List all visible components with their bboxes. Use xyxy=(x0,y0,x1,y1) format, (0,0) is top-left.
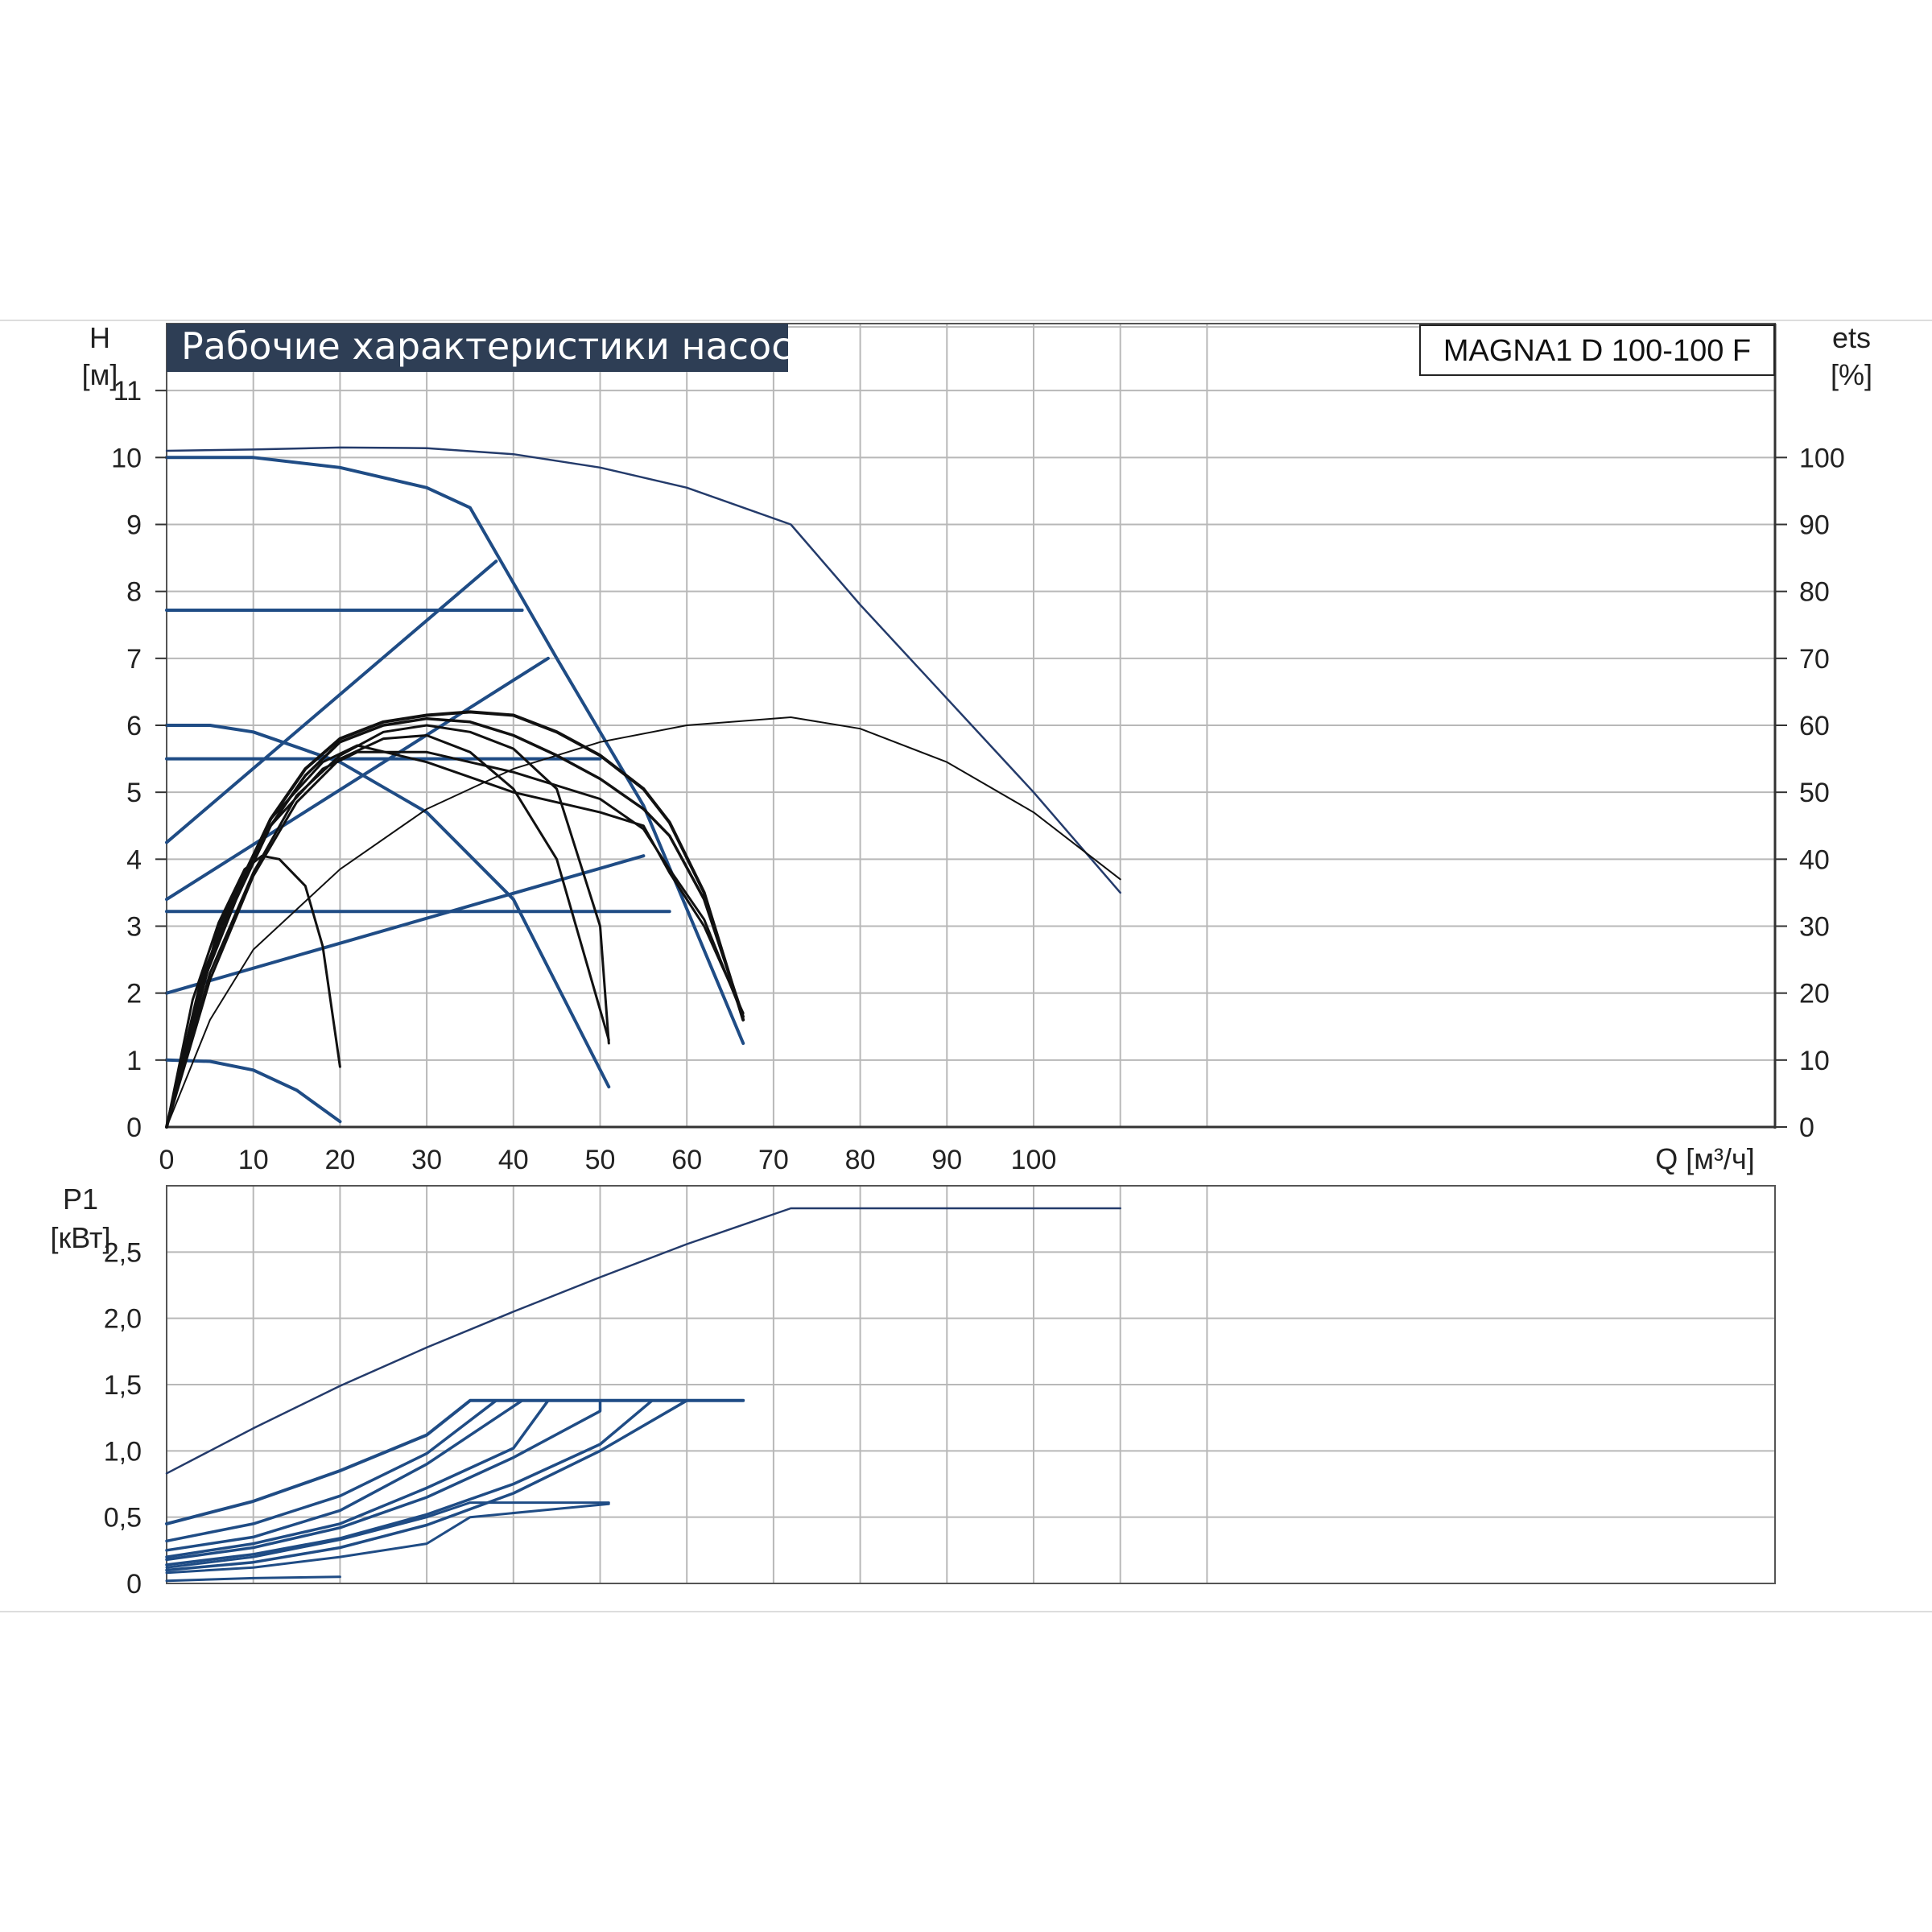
head-curve-7 xyxy=(165,559,498,844)
y2-tick-label: 90 xyxy=(1799,510,1830,541)
x-tick-label: 20 xyxy=(324,1145,355,1175)
y-tick-label: 11 xyxy=(114,376,142,407)
x-tick-label: 40 xyxy=(498,1145,529,1175)
head-curve-9 xyxy=(165,854,646,995)
head-curve-17 xyxy=(165,750,745,1129)
y2-tick-label: 80 xyxy=(1799,577,1830,608)
y-axis-label: H xyxy=(89,321,110,354)
power-plot-frame xyxy=(166,1185,1776,1584)
power-curve-9 xyxy=(165,1502,610,1575)
x-tick-label: 50 xyxy=(585,1145,616,1175)
y2-tick-label: 40 xyxy=(1799,844,1830,875)
y-axis-unit: [м] xyxy=(82,358,118,391)
head-curve-0 xyxy=(165,446,1121,894)
power-plot-grid xyxy=(167,1186,1775,1583)
y2-axis-unit: [%] xyxy=(1831,358,1872,391)
head-curve-3 xyxy=(165,1058,342,1124)
power-curve-4 xyxy=(165,1399,745,1558)
y-tick-label: 4 xyxy=(126,844,142,875)
head-plot-grid xyxy=(167,324,1775,1127)
head-curve-13 xyxy=(165,724,610,1129)
head-curve-16 xyxy=(165,744,745,1129)
head-curve-2 xyxy=(165,724,611,1089)
y-tick-label: 1 xyxy=(126,1046,142,1076)
power-curve-5 xyxy=(165,1399,745,1562)
x-tick-label: 100 xyxy=(1011,1145,1057,1175)
chart-title: Рабочие характеристики насоса xyxy=(181,324,815,368)
head-curve-14 xyxy=(165,734,610,1129)
y-tick-label: 10 xyxy=(111,443,142,473)
p1-tick-label: 2,0 xyxy=(104,1304,142,1335)
y2-tick-label: 10 xyxy=(1799,1046,1830,1076)
p1-tick-label: 0 xyxy=(126,1569,142,1600)
y2-tick-label: 60 xyxy=(1799,711,1830,741)
y2-tick-label: 70 xyxy=(1799,644,1830,675)
y2-axis-label: ets xyxy=(1832,321,1871,354)
power-curve-6 xyxy=(165,1399,745,1567)
head-curve-1 xyxy=(165,456,745,1045)
y-tick-label: 0 xyxy=(126,1113,142,1143)
head-curve-10 xyxy=(166,716,1121,1128)
head-curve-8 xyxy=(165,656,550,902)
model-box xyxy=(1419,324,1775,376)
head-tick-labels: 0 10 20 30 40 50 60 70 80 90 100 0 1 2 3 4 5 6 7 8 9 10 11 0 10 2… xyxy=(111,376,1845,1175)
head-plot: 0 10 20 30 40 50 60 70 80 90 100 0 1 2 3 4 5 6 7 8 9 10 11 0 10 2… xyxy=(82,321,1872,1175)
y2-tick-label: 0 xyxy=(1799,1113,1814,1143)
y2-tick-label: 50 xyxy=(1799,778,1830,808)
x-tick-label: 0 xyxy=(159,1145,175,1175)
p1-tick-label: 1,0 xyxy=(104,1436,142,1467)
p1-tick-label: 0,5 xyxy=(104,1503,142,1534)
model-label: MAGNA1 D 100-100 F xyxy=(1443,334,1751,368)
y2-tick-label: 30 xyxy=(1799,912,1830,943)
power-curve-8 xyxy=(165,1501,610,1569)
power-plot: 0 0,5 1,0 1,5 2,0 2,5 P1 [кВт] xyxy=(50,1183,1776,1600)
head-curves xyxy=(165,446,1121,1129)
x-tick-label: 90 xyxy=(931,1145,962,1175)
y2-tick-label: 20 xyxy=(1799,979,1830,1009)
y2-tick-label: 100 xyxy=(1799,443,1845,473)
y-tick-label: 5 xyxy=(126,778,142,808)
power-curve-10 xyxy=(165,1575,341,1583)
y-tick-label: 9 xyxy=(126,510,142,541)
head-curve-15 xyxy=(165,854,341,1129)
p1-tick-label: 2,5 xyxy=(104,1237,142,1268)
power-tick-labels: 0 0,5 1,0 1,5 2,0 2,5 xyxy=(104,1237,142,1600)
y-tick-label: 3 xyxy=(126,912,142,943)
y-tick-label: 8 xyxy=(126,577,142,608)
x-tick-label: 80 xyxy=(845,1145,876,1175)
x-tick-label: 30 xyxy=(411,1145,442,1175)
power-curve-7 xyxy=(165,1399,745,1572)
x-tick-label: 10 xyxy=(238,1145,269,1175)
y-tick-label: 6 xyxy=(126,711,142,741)
power-curve-0 xyxy=(165,1207,1121,1475)
power-curves xyxy=(165,1207,1121,1583)
p1-tick-label: 1,5 xyxy=(104,1370,142,1401)
x-tick-label: 70 xyxy=(758,1145,789,1175)
p1-axis-unit: [кВт] xyxy=(50,1221,110,1254)
title-box xyxy=(167,324,788,372)
y-tick-label: 2 xyxy=(126,979,142,1009)
y-tick-label: 7 xyxy=(126,644,142,675)
p1-axis-label: P1 xyxy=(63,1183,98,1216)
x-tick-label: 60 xyxy=(671,1145,702,1175)
x-axis-label: Q [м³/ч] xyxy=(1655,1142,1755,1175)
